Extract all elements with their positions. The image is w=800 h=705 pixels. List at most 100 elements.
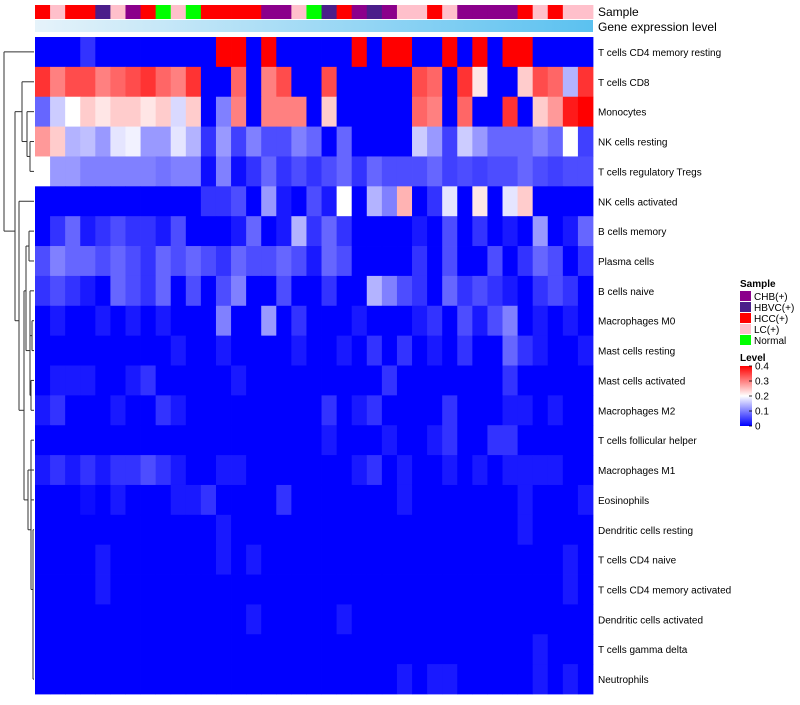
level-legend-tick-label: 0.4 <box>755 362 769 373</box>
heatmap-cell <box>366 275 383 307</box>
heatmap-cell <box>336 66 353 98</box>
heatmap-cell <box>412 66 428 98</box>
heatmap-cell <box>231 126 247 157</box>
heatmap-cell <box>185 604 202 635</box>
heatmap-cell <box>381 335 398 366</box>
heatmap-cell <box>487 96 503 127</box>
heatmap-cell <box>396 514 413 546</box>
heatmap-cell <box>80 126 96 157</box>
heatmap-cell <box>155 574 172 605</box>
heatmap-cell <box>562 365 579 396</box>
heatmap-cell <box>170 305 187 337</box>
heatmap-cell <box>80 395 96 426</box>
heatmap-cell <box>321 156 338 187</box>
heatmap-cell <box>50 126 66 157</box>
heatmap-cell <box>442 484 458 516</box>
heatmap-cell <box>577 275 594 307</box>
heatmap-cell <box>547 66 564 98</box>
heatmap-cell <box>427 66 443 98</box>
heatmap-cell <box>261 305 277 337</box>
heatmap-cell <box>502 96 518 127</box>
heatmap-cell <box>381 455 398 486</box>
heatmap-cell <box>276 335 292 366</box>
heatmap-cell <box>366 365 383 396</box>
sample-annotation-cell <box>95 5 111 19</box>
heatmap-cell <box>65 634 81 665</box>
heatmap-cell <box>321 425 338 456</box>
heatmap-cell <box>517 634 534 665</box>
heatmap-cell <box>562 484 579 516</box>
heatmap-cell <box>291 634 307 665</box>
heatmap-cell <box>35 275 51 307</box>
heatmap-cell <box>35 186 51 217</box>
heatmap-cell <box>276 664 292 695</box>
heatmap-cell <box>412 216 428 247</box>
heatmap-cell <box>396 455 413 486</box>
heatmap-cell <box>200 395 217 426</box>
heatmap-cell <box>65 186 81 217</box>
heatmap-cell <box>231 246 247 277</box>
heatmap-cell <box>185 186 202 217</box>
heatmap-cell <box>50 246 66 277</box>
sample-annotation-bar <box>35 5 594 19</box>
heatmap-cell <box>246 186 262 217</box>
heatmap-cell <box>577 37 594 68</box>
heatmap-cell <box>215 634 232 665</box>
heatmap-cell <box>532 335 549 366</box>
heatmap-cell <box>35 365 51 396</box>
row-label: Plasma cells <box>598 257 654 268</box>
heatmap-cell <box>336 246 353 277</box>
heatmap-cell <box>125 514 141 546</box>
heatmap-cell <box>351 186 368 217</box>
sample-annotation-cell <box>321 5 338 19</box>
heatmap-cell <box>291 246 307 277</box>
heatmap-cell <box>140 604 157 635</box>
heatmap-cell <box>215 514 232 546</box>
sample-annotation-cell <box>65 5 81 19</box>
heatmap-cell <box>261 634 277 665</box>
heatmap-cell <box>80 305 96 337</box>
heatmap-cell <box>110 275 126 307</box>
heatmap-cell <box>336 395 353 426</box>
sample-annotation-cell <box>562 5 579 19</box>
heatmap-cell <box>80 66 96 98</box>
heatmap-cell <box>276 634 292 665</box>
heatmap-cell <box>457 156 473 187</box>
heatmap-cell <box>472 305 488 337</box>
heatmap-cell <box>185 275 202 307</box>
heatmap-cell <box>246 216 262 247</box>
heatmap-cell <box>487 275 503 307</box>
heatmap-cell <box>517 484 534 516</box>
heatmap-cell <box>396 156 413 187</box>
heatmap-cell <box>306 96 322 127</box>
heatmap-cell <box>306 216 322 247</box>
heatmap-cell <box>65 126 81 157</box>
heatmap-cell <box>442 246 458 277</box>
heatmap-cell <box>487 455 503 486</box>
heatmap-cell <box>185 96 202 127</box>
heatmap-cell <box>65 574 81 605</box>
heatmap-cell <box>50 66 66 98</box>
heatmap-cell <box>396 365 413 396</box>
heatmap-cell <box>427 126 443 157</box>
row-label: Dendritic cells resting <box>598 526 693 537</box>
heatmap-cell <box>412 484 428 516</box>
heatmap-cell <box>336 634 353 665</box>
row-label: T cells regulatory Tregs <box>598 167 702 178</box>
heatmap-cell <box>125 126 141 157</box>
heatmap-cell <box>502 455 518 486</box>
heatmap-cell <box>246 604 262 635</box>
heatmap-cell <box>155 305 172 337</box>
sample-legend-label: HCC(+) <box>754 314 788 325</box>
heatmap-cell <box>215 96 232 127</box>
heatmap-cell <box>215 604 232 635</box>
heatmap-cell <box>215 37 232 68</box>
heatmap-cell <box>427 664 443 695</box>
heatmap-cell <box>200 634 217 665</box>
heatmap-cell <box>200 365 217 396</box>
heatmap-cell <box>396 186 413 217</box>
row-label: B cells memory <box>598 227 666 238</box>
heatmap-cell <box>35 126 51 157</box>
heatmap-cell <box>532 216 549 247</box>
heatmap-cell <box>381 186 398 217</box>
